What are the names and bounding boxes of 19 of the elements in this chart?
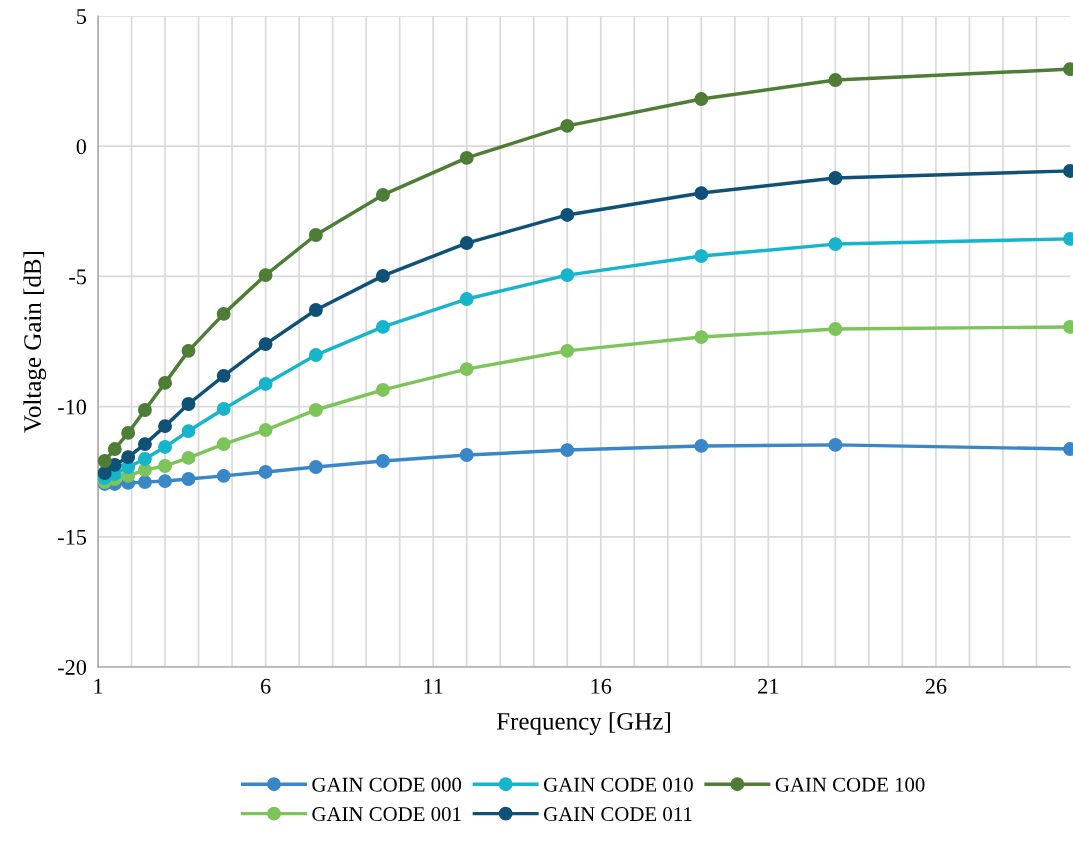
x-tick-label: 1 [94,678,103,694]
legend-label: GAIN CODE 000 [312,777,462,792]
x-tick-label: 16 [591,678,612,694]
y-axis-title: Voltage Gain [dB] [23,251,47,433]
y-tick-label: -15 [58,529,87,545]
y-tick-label: 0 [76,139,87,155]
x-tick-label: 11 [424,678,443,694]
legend-label: GAIN CODE 100 [775,777,925,792]
x-axis-title: Frequency [GHz] [496,712,670,735]
legend-label: GAIN CODE 001 [312,807,461,822]
x-tick-label: 21 [758,678,779,694]
x-tick-label: 26 [925,678,947,694]
legend-label: GAIN CODE 010 [544,777,693,792]
legend-label: GAIN CODE 011 [544,807,692,822]
y-tick-label: -5 [69,269,87,285]
y-tick-label: -10 [58,399,87,415]
x-tick-label: 6 [260,678,271,694]
y-tick-label: -20 [58,659,87,675]
y-tick-label: 5 [77,9,87,24]
